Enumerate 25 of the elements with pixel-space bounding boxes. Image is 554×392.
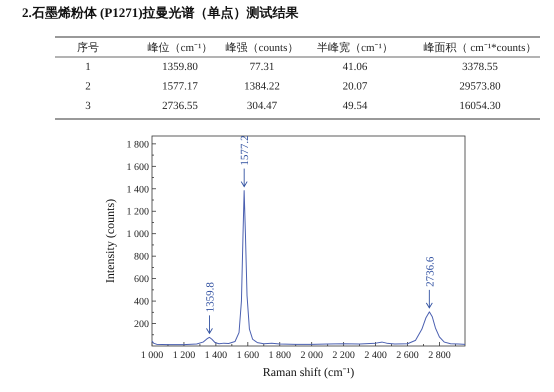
x-tick-label: 2 600: [396, 350, 419, 361]
y-tick-label: 1 400: [126, 184, 149, 196]
y-tick-label: 1 600: [126, 162, 149, 173]
annotation: 1359.8: [204, 282, 216, 312]
y-tick-label: 1 200: [126, 206, 149, 218]
y-tick-label: 400: [134, 296, 149, 308]
x-tick-label: 1 800: [268, 350, 292, 361]
annotation: 1577.2: [239, 135, 252, 166]
x-tick-label: 1 200: [172, 350, 196, 361]
y-tick-label: 1 800: [126, 139, 149, 150]
x-tick-label: 2 400: [364, 350, 387, 361]
y-tick-label: 1 000: [126, 229, 149, 240]
y-tick-label: 600: [134, 274, 149, 286]
annotation: 2736.6: [424, 256, 436, 287]
x-tick-label: 1 400: [204, 350, 228, 361]
y-tick-label: 200: [134, 319, 149, 330]
chart-title: 2.石墨烯粉体 (P1271)拉曼光谱（单点）测试结果: [22, 5, 300, 20]
x-tick-label: 1 600: [236, 350, 260, 361]
y-axis-title: Intensity (counts): [103, 198, 117, 284]
x-tick-label: 2 000: [300, 350, 323, 361]
x-axis-title: Raman shift (cm⁻¹): [262, 365, 354, 379]
x-tick-label: 2 200: [332, 350, 355, 361]
table: 序号 峰位（cm⁻¹） 峰强（counts） 半峰宽（cm⁻¹） 峰面积（ cm⁻¹*counts） 1 1359.80 77.31 41.06 3378.55 2 1577.17 1384.22 20.07 29573.80 3 2736.55 304.47 49.54 16054.30: [54, 36, 540, 120]
x-tick-label: 2 800: [428, 350, 451, 361]
y-tick-label: 800: [134, 252, 149, 263]
